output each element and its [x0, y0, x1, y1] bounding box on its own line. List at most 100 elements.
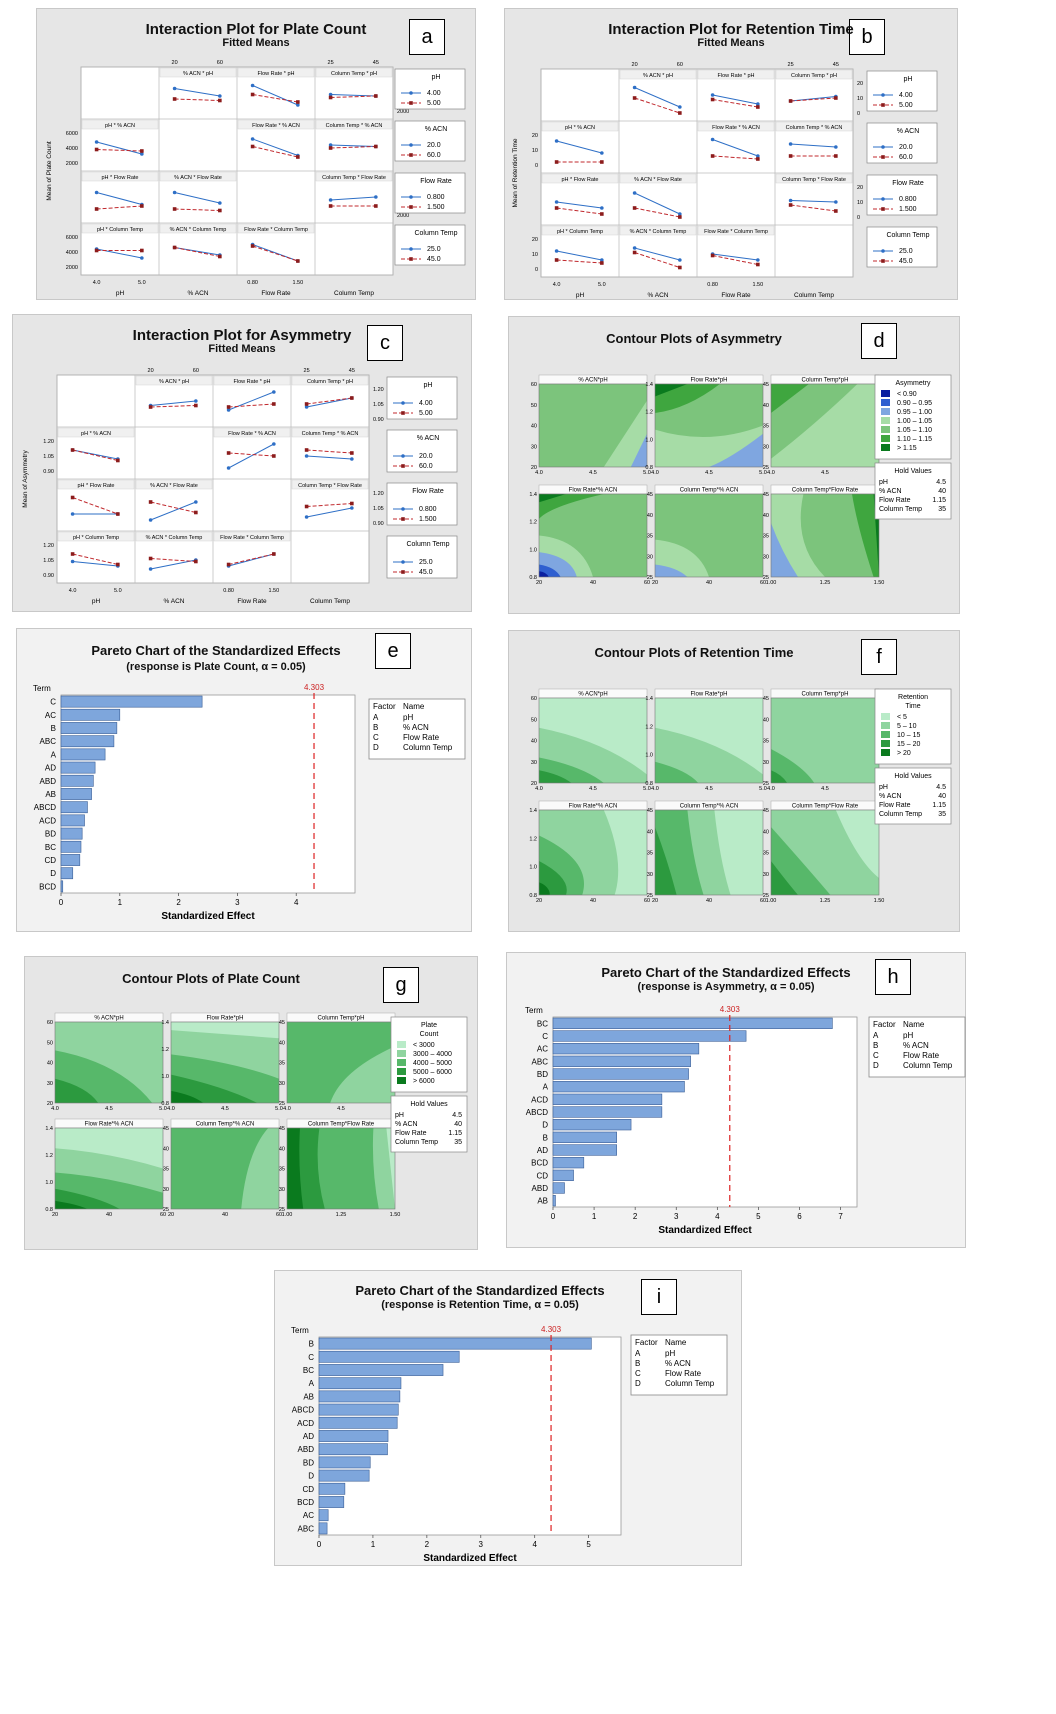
y-axis-title: Mean of Asymmetry — [22, 450, 29, 508]
category-label: AC — [45, 711, 56, 720]
legend-item: 1.500 — [899, 206, 917, 213]
cell-header — [213, 375, 291, 386]
contour-bands — [655, 810, 763, 895]
x-axis-label: % ACN — [164, 598, 185, 605]
series-line-low — [96, 192, 142, 205]
category-label: C — [308, 1353, 314, 1362]
legend-box — [394, 120, 466, 162]
series-line-low — [634, 192, 681, 215]
y-tick-label: 0.8 — [645, 465, 653, 471]
legend-marker-high — [401, 464, 405, 468]
series-point-low — [710, 93, 715, 97]
x-tick-label: 60 — [160, 1212, 166, 1218]
legend-item: 5.00 — [427, 100, 441, 107]
chart-title: Pareto Chart of the Standardized Effects — [355, 1283, 605, 1298]
legend-box — [386, 482, 458, 526]
category-label: ABC — [298, 1524, 315, 1533]
legend-item: 0.800 — [419, 506, 437, 513]
x-axis-label: Column Temp — [310, 598, 350, 605]
x-tick-label: 1 — [118, 898, 123, 907]
series-point-high — [226, 562, 231, 567]
chart-title: Contour Plots of Plate Count — [122, 971, 300, 986]
series-point-high — [374, 144, 378, 149]
category-label: BC — [303, 1366, 314, 1375]
legend-item: 60.0 — [899, 154, 913, 161]
y-tick-label: 2000 — [397, 213, 409, 219]
y-tick-label: 45 — [763, 492, 769, 498]
series-line-high — [252, 146, 298, 158]
category-label: BCD — [531, 1159, 548, 1168]
series-line-low — [712, 139, 759, 157]
cell-header — [291, 427, 369, 438]
series-point-low — [296, 103, 300, 107]
series-point-high — [756, 262, 760, 267]
factor-name: Flow Rate — [403, 733, 440, 742]
x-tick-label: 7 — [838, 1212, 843, 1221]
category-label: AB — [303, 1392, 314, 1401]
contour-bands — [171, 1022, 279, 1103]
panel-label-f: f — [861, 639, 897, 675]
series-line-high — [228, 403, 274, 408]
series-point-high — [194, 403, 198, 408]
x-axis-title: Standardized Effect — [423, 1553, 517, 1564]
series-line-low — [330, 196, 376, 201]
interaction-panel-c: c Interaction Plot for Asymmetry Fitted … — [12, 314, 472, 612]
series-point-high — [296, 155, 300, 159]
factor-name: pH — [403, 713, 413, 722]
category-label: ACD — [531, 1095, 548, 1104]
series-point-high — [94, 147, 99, 152]
series-point-low — [678, 105, 682, 109]
x-axis-label: % ACN — [188, 290, 209, 297]
legend-marker-high — [409, 101, 413, 105]
x-tick-label: 20 — [536, 898, 542, 904]
series-line-low — [228, 443, 275, 469]
series-point-high — [94, 248, 99, 253]
category-label: AB — [45, 790, 56, 799]
y-tick-label: 10 — [532, 252, 538, 258]
category-label: ABCD — [34, 803, 56, 812]
y-tick-label: 1.05 — [373, 402, 384, 408]
legend-item: 10 – 15 — [897, 732, 920, 739]
cell-header — [135, 479, 213, 490]
category-label: BD — [303, 1458, 314, 1467]
plot-frame — [770, 809, 880, 896]
factor-code: C — [635, 1369, 641, 1378]
plot-title: Flow Rate*% ACN — [85, 1122, 134, 1128]
x-tick-label: 20 — [652, 898, 658, 904]
x-tick-label: 40 — [222, 1212, 228, 1218]
y-tick-label: 20 — [857, 185, 863, 191]
x-axis-label: Flow Rate — [721, 292, 751, 299]
x-axis-title: Standardized Effect — [658, 1225, 752, 1236]
category-label: AB — [537, 1197, 548, 1206]
hold-value: 40 — [938, 793, 946, 800]
series-point-low — [250, 137, 255, 141]
hold-value: 1.15 — [932, 497, 946, 504]
legend-item: 5000 – 6000 — [413, 1069, 452, 1076]
legend-item: 4.00 — [427, 90, 441, 97]
factor-table — [630, 1334, 728, 1396]
x-axis-label: pH — [116, 290, 125, 297]
contour-bands — [539, 384, 647, 467]
bar — [318, 1390, 401, 1403]
legend-item: 5.00 — [899, 102, 913, 109]
cell-title: % ACN * Column Temp — [146, 535, 203, 541]
x-tick-label: 1 — [592, 1212, 597, 1221]
bar — [552, 1157, 585, 1169]
hold-value: 1.15 — [932, 802, 946, 809]
category-label: B — [309, 1340, 314, 1349]
plot-title: Column Temp*pH — [318, 1016, 365, 1022]
series-point-low — [600, 151, 604, 155]
cell-title: Flow Rate * pH — [258, 71, 295, 77]
hold-value: 40 — [454, 1121, 462, 1128]
legend-item: 20.0 — [419, 453, 433, 460]
bar — [60, 867, 74, 880]
legend-box — [866, 226, 938, 268]
bar — [60, 695, 203, 708]
bar — [552, 1131, 617, 1143]
category-label: ABCD — [526, 1108, 548, 1117]
category-label: AD — [303, 1432, 314, 1441]
series-line-high — [96, 149, 142, 152]
series-point-low — [272, 442, 276, 446]
series-point-high — [250, 144, 255, 149]
series-point-low — [218, 94, 222, 98]
